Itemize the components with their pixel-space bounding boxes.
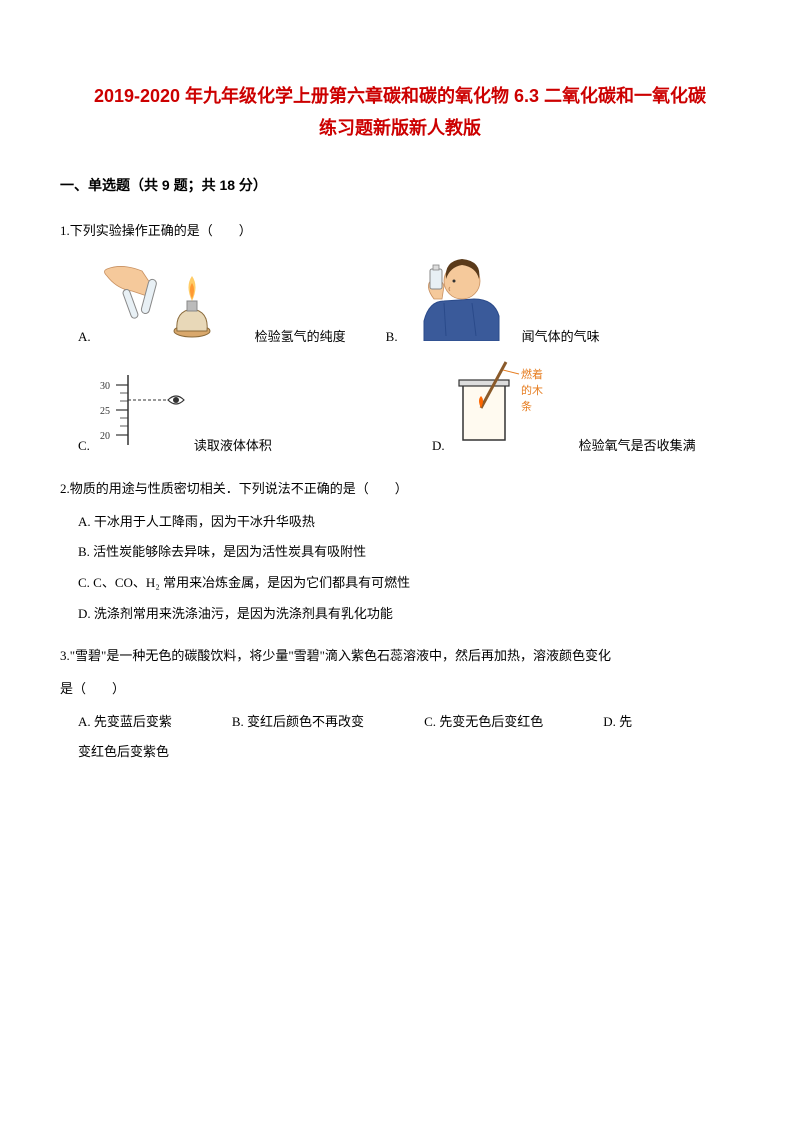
q1-option-d: D. 燃着 的木 条 检验氧气是否收集满 [432,360,696,459]
hydrogen-test-icon [97,261,247,350]
annot-d2: 的木 [521,383,543,397]
q1-option-a: A. 检验氢气的纯度 [78,261,346,350]
oxygen-full-icon: 燃着 的木 条 [451,360,571,459]
q3-stem-line2: 是（ ） [60,677,740,702]
q1-stem: 1.下列实验操作正确的是（ ） [60,219,740,244]
q3-opt-a: A. 先变蓝后变紫 [78,710,172,735]
q1-c-caption: 读取液体体积 [194,434,272,459]
cyl-20: 20 [100,431,110,442]
q1-a-letter: A. [78,325,91,350]
question-3: 3."雪碧"是一种无色的碳酸饮料，将少量"雪碧"滴入紫色石蕊溶液中，然后再加热，… [60,644,740,765]
annot-d1: 燃着 [521,367,543,381]
q2-opt-b: B. 活性炭能够除去异味，是因为活性炭具有吸附性 [78,540,740,565]
q3-opt-d: D. 先 [603,710,632,735]
read-volume-icon: 30 25 20 [96,370,186,459]
title-line-1: 2019-2020 年九年级化学上册第六章碳和碳的氧化物 6.3 二氧化碳和一氧… [60,80,740,112]
q2-opt-d: D. 洗涤剂常用来洗涤油污，是因为洗涤剂具有乳化功能 [78,602,740,627]
q1-option-b: B. 闻气体的气 [386,251,600,350]
q1-d-letter: D. [432,434,445,459]
q1-d-caption: 检验氧气是否收集满 [579,434,696,459]
cyl-25: 25 [100,406,110,417]
smell-gas-icon [404,251,514,350]
title-line-2: 练习题新版新人教版 [60,112,740,144]
q1-b-caption: 闻气体的气味 [522,325,600,350]
section-heading: 一、单选题（共 9 题；共 18 分） [60,175,740,195]
q1-b-letter: B. [386,325,398,350]
q3-opt-d-cont: 变红色后变紫色 [78,740,740,765]
q3-opt-c: C. 先变无色后变红色 [424,710,543,735]
q1-c-letter: C. [78,434,90,459]
q3-stem-line1: 3."雪碧"是一种无色的碳酸饮料，将少量"雪碧"滴入紫色石蕊溶液中，然后再加热，… [60,644,740,669]
cyl-30: 30 [100,381,110,392]
question-1: 1.下列实验操作正确的是（ ） A. [60,219,740,459]
q2-opt-a: A. 干冰用于人工降雨，因为干冰升华吸热 [78,510,740,535]
annot-d3: 条 [521,399,532,413]
q3-options: A. 先变蓝后变紫 B. 变红后颜色不再改变 C. 先变无色后变红色 D. 先 [78,710,740,741]
q1-option-c: C. 30 25 20 [78,370,272,459]
question-2: 2.物质的用途与性质密切相关．下列说法不正确的是（ ） A. 干冰用于人工降雨，… [60,477,740,626]
q1-options-row1: A. 检验氢气的纯度 B. [78,251,740,350]
q1-a-caption: 检验氢气的纯度 [255,325,346,350]
q2-stem: 2.物质的用途与性质密切相关．下列说法不正确的是（ ） [60,477,740,502]
q1-options-row2: C. 30 25 20 [78,360,740,459]
q2-opt-c: C. C、CO、H₂ 常用来冶炼金属，是因为它们都具有可燃性 [78,571,740,596]
q3-opt-b: B. 变红后颜色不再改变 [232,710,364,735]
